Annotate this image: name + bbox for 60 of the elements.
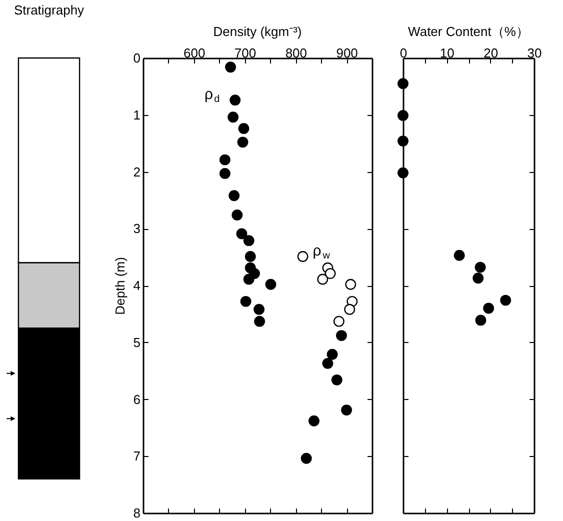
point	[219, 168, 230, 179]
chart-title: Stratigraphy	[14, 2, 85, 18]
point	[474, 262, 486, 273]
x-tick-label: 700	[234, 46, 256, 60]
point	[219, 154, 230, 166]
point	[228, 190, 240, 202]
point	[238, 123, 250, 134]
point	[345, 278, 356, 290]
point	[230, 94, 241, 106]
x-tick-label: 800	[285, 46, 308, 60]
x-tick-label: 600	[184, 46, 206, 60]
point	[237, 136, 248, 148]
point	[317, 274, 328, 285]
point	[265, 278, 276, 290]
point	[398, 167, 408, 178]
point	[244, 251, 256, 262]
point	[472, 272, 484, 284]
point	[243, 274, 254, 285]
x-tick-label: 10	[440, 46, 454, 60]
point	[336, 330, 347, 342]
y-tick-label: 1	[133, 107, 140, 122]
point	[243, 235, 254, 246]
point	[240, 296, 252, 307]
point	[331, 374, 342, 386]
point	[300, 452, 312, 464]
point	[225, 62, 236, 73]
point	[254, 316, 266, 327]
point	[297, 251, 308, 262]
x-tick-label: 30	[527, 46, 542, 60]
point	[236, 228, 248, 240]
point	[341, 404, 352, 416]
point	[398, 110, 408, 121]
y-tick-label: 5	[133, 334, 140, 350]
y-tick-label: 6	[133, 392, 140, 407]
point	[228, 112, 239, 123]
point	[324, 268, 336, 280]
point	[500, 294, 512, 306]
point	[308, 415, 320, 426]
point	[398, 136, 408, 146]
point	[333, 316, 344, 327]
point	[483, 302, 494, 314]
y-tick-label: 2	[133, 164, 140, 180]
x-tick-label: 900	[336, 46, 358, 60]
point	[454, 250, 465, 261]
point	[254, 304, 264, 315]
y-axis-title: Depth (m)	[112, 257, 128, 315]
y-tick-label: 4	[133, 278, 140, 293]
y-tick-label: 3	[133, 221, 140, 236]
y-tick-label: 8	[133, 506, 140, 520]
y-tick-label: 7	[133, 448, 140, 464]
chart-title: Water Content（%）	[408, 24, 529, 39]
x-tick-label: 20	[484, 46, 498, 60]
point	[398, 78, 408, 90]
point	[475, 314, 486, 326]
x-tick-label: 0	[400, 46, 408, 60]
chart-title: Density (kgm⁻³)	[213, 24, 302, 39]
point	[322, 358, 334, 369]
point	[326, 348, 338, 360]
point	[344, 304, 356, 315]
point	[232, 210, 243, 220]
